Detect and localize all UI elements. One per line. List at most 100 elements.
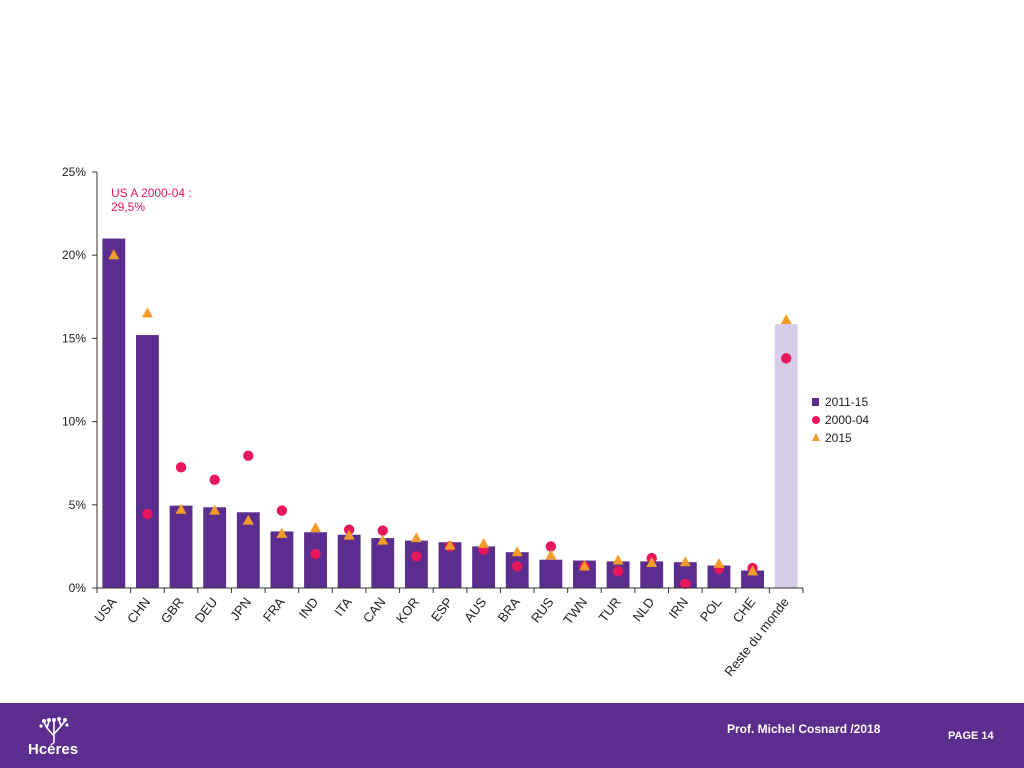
bar-gbr (169, 505, 193, 588)
x-tick-label: GBR (158, 595, 187, 626)
point-2000-04 (411, 551, 422, 562)
x-tick-label: DEU (192, 595, 221, 626)
point-2015 (209, 504, 221, 515)
point-2015 (444, 539, 456, 550)
bar-aus (472, 546, 496, 588)
annotation: US A 2000-04 : 29,5% (111, 186, 192, 214)
x-tick-label: KOR (393, 595, 422, 626)
y-tick-label: 5% (69, 498, 87, 512)
point-2015 (141, 307, 153, 318)
footer-author: Prof. Michel Cosnard /2018 (727, 722, 881, 736)
point-2000-04 (512, 561, 523, 572)
markers (108, 249, 792, 590)
annotation-line1: US A 2000-04 : (111, 186, 192, 200)
x-tick-label: USA (91, 594, 119, 625)
bar-can (371, 538, 395, 588)
annotation-line2: 29,5% (111, 200, 145, 214)
x-tick-label: JPN (227, 595, 254, 624)
bar-deu (203, 507, 227, 588)
y-tick-label: 10% (62, 415, 86, 429)
point-2015 (747, 565, 759, 576)
x-tick-label: IRN (665, 595, 691, 622)
x-tick-label: CAN (360, 595, 389, 626)
point-2015 (545, 549, 557, 560)
legend-swatch-circle (812, 416, 820, 424)
legend-label: 2011-15 (825, 395, 868, 409)
bar-ita (337, 534, 361, 588)
point-2015 (242, 514, 254, 525)
x-axis: USA CHN GBR DEU JPN FRA IND ITA CAN KOR ESP AUS BRA R… (91, 587, 804, 679)
x-tick-label: ESP (428, 595, 456, 625)
point-2015 (310, 522, 322, 533)
point-2015 (578, 560, 590, 571)
bar-rus (539, 559, 563, 588)
point-2000-04 (142, 508, 153, 520)
page-number: PAGE 14 (948, 730, 994, 742)
y-axis: 0% 5% 10% 15% 20% 25% (62, 165, 98, 595)
bar-fra (270, 531, 294, 588)
x-tick-label: Reste du monde (721, 595, 792, 679)
y-tick-label: 20% (62, 248, 86, 262)
x-tick-label: ITA (331, 594, 355, 619)
point-2000-04 (243, 450, 254, 461)
footer-bar: Hcéres Prof. Michel Cosnard /2018 PAGE 1… (0, 703, 1024, 768)
x-tick-label: CHN (124, 595, 153, 626)
point-2015 (679, 556, 691, 567)
y-tick-label: 25% (62, 165, 86, 179)
x-tick-label: POL (697, 595, 725, 625)
bar-pol (707, 565, 731, 588)
point-2000-04 (612, 566, 624, 577)
y-tick-label: 15% (62, 331, 86, 345)
point-2015 (511, 546, 523, 557)
bar-esp (438, 542, 462, 588)
point-2015 (108, 249, 120, 260)
legend-swatch-triangle (812, 433, 820, 441)
x-tick-label: TWN (560, 595, 590, 628)
x-tick-label: FRA (260, 594, 288, 624)
bar-che (741, 570, 765, 588)
bar-usa (102, 238, 126, 588)
point-2000-04 (175, 462, 187, 473)
x-tick-label: IND (296, 595, 322, 622)
bars (102, 238, 798, 588)
legend-label: 2015 (825, 431, 852, 445)
y-tick-label: 0% (69, 581, 87, 595)
bar-chart: 0% 5% 10% 15% 20% 25% USA CHN GBR DEU JPN FRA IND IT… (62, 165, 869, 679)
x-tick-label: RUS (528, 594, 557, 625)
point-2015 (713, 557, 725, 568)
point-2015 (780, 314, 792, 325)
point-2015 (377, 534, 389, 545)
point-2000-04 (209, 474, 220, 486)
point-2000-04 (680, 578, 691, 590)
point-2000-04 (276, 505, 288, 516)
hceres-tree-logo-icon (39, 717, 69, 743)
point-2000-04 (545, 541, 557, 552)
legend: 2011-15 2000-04 2015 (812, 395, 869, 445)
bar-chn (135, 335, 159, 588)
bar-twn (573, 560, 596, 588)
bar-reste-du-monde (774, 324, 798, 588)
bar-kor (404, 540, 428, 588)
x-tick-label: CHE (730, 594, 759, 625)
x-tick-label: NLD (630, 595, 658, 625)
point-2015 (612, 554, 624, 565)
point-2000-04 (377, 525, 388, 536)
bar-ind (304, 532, 327, 588)
point-2015 (343, 529, 355, 540)
bar-nld (640, 561, 664, 588)
point-2015 (478, 537, 490, 548)
point-2015 (276, 527, 288, 538)
legend-label: 2000-04 (825, 413, 869, 427)
point-2015 (410, 532, 422, 543)
x-tick-label: AUS (461, 594, 489, 625)
bar-jpn (236, 512, 260, 588)
x-tick-label: TUR (596, 595, 624, 625)
point-2015 (175, 503, 187, 514)
legend-swatch-bar (812, 398, 819, 406)
point-2000-04 (310, 548, 321, 560)
point-2015 (646, 557, 658, 568)
point-2000-04 (780, 353, 792, 364)
x-tick-label: BRA (495, 594, 523, 625)
bar-irn (673, 562, 697, 588)
logo-text: Hcéres (28, 741, 79, 758)
